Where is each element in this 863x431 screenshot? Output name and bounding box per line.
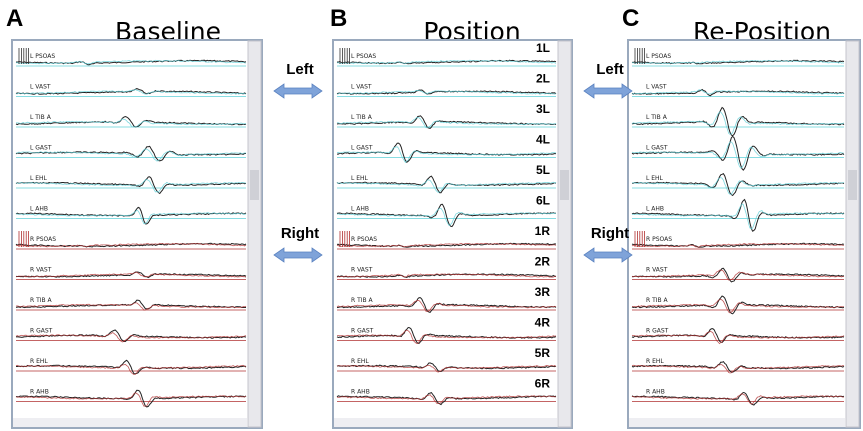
channel-name: R AHB [351,389,370,396]
channel-name: R VAST [351,267,373,274]
arrow-label: Right [591,225,629,242]
channel-name: R TIB A [351,297,374,304]
arrow-label: Left [596,61,624,78]
channel-number: 2R [535,255,551,269]
scroll-thumb [560,170,569,200]
channel-number: 5L [536,163,550,177]
double-arrow [584,248,632,262]
channel-name: R PSOAS [646,236,672,243]
channel-name: L GAST [30,145,52,152]
channel-number: 2L [536,72,550,86]
channel-name: R TIB A [646,297,669,304]
scroll-thumb [848,170,857,200]
scrollbar [248,41,261,427]
channel-number: 1L [536,41,550,55]
channel-name: L EHL [646,175,664,182]
h-scrollbar [334,418,557,427]
double-arrow [274,84,322,98]
channel-name: L VAST [30,84,51,91]
window-frame [12,40,262,428]
channel-name: R EHL [646,358,664,365]
channel-number: 4R [535,316,551,330]
channel-name: R GAST [351,328,374,335]
channel-number: 3R [535,285,551,299]
arrow-label: Right [281,225,319,242]
channel-name: R EHL [30,358,48,365]
channel-name: L EHL [351,175,369,182]
channel-name: L GAST [646,145,668,152]
channel-name: L AHB [30,206,48,213]
double-arrow [274,248,322,262]
window-frame [628,40,860,428]
figure: ABaselineL PSOASL VASTL TIB AL GASTL EHL… [0,0,863,431]
channel-name: R GAST [30,328,53,335]
h-scrollbar [629,418,845,427]
scroll-thumb [250,170,259,200]
channel-name: R TIB A [30,297,53,304]
channel-name: L PSOAS [30,53,55,60]
channel-number: 6R [535,377,551,391]
channel-name: R EHL [351,358,369,365]
scrollbar [558,41,571,427]
double-arrow [584,84,632,98]
panel-letter: C [622,5,639,32]
channel-name: R AHB [30,389,49,396]
channel-name: R GAST [646,328,669,335]
channel-name: L TIB A [646,114,668,121]
channel-name: L GAST [351,145,373,152]
channel-number: 4L [536,133,550,147]
channel-name: L VAST [351,84,372,91]
channel-number: 1R [535,224,551,238]
channel-name: L EHL [30,175,48,182]
channel-name: L AHB [351,206,369,213]
channel-number: 5R [535,346,551,360]
channel-number: 3L [536,102,550,116]
h-scrollbar [13,418,247,427]
channel-name: R VAST [646,267,668,274]
channel-number: 6L [536,194,550,208]
channel-name: R PSOAS [30,236,56,243]
panel-letter: B [330,5,347,32]
channel-name: R VAST [30,267,52,274]
channel-name: R PSOAS [351,236,377,243]
channel-name: L TIB A [351,114,373,121]
channel-name: L PSOAS [351,53,376,60]
channel-name: L VAST [646,84,667,91]
panel-letter: A [6,5,23,32]
channel-name: L AHB [646,206,664,213]
channel-name: L TIB A [30,114,52,121]
scrollbar [846,41,859,427]
channel-name: L PSOAS [646,53,671,60]
arrow-label: Left [286,61,314,78]
channel-name: R AHB [646,389,665,396]
